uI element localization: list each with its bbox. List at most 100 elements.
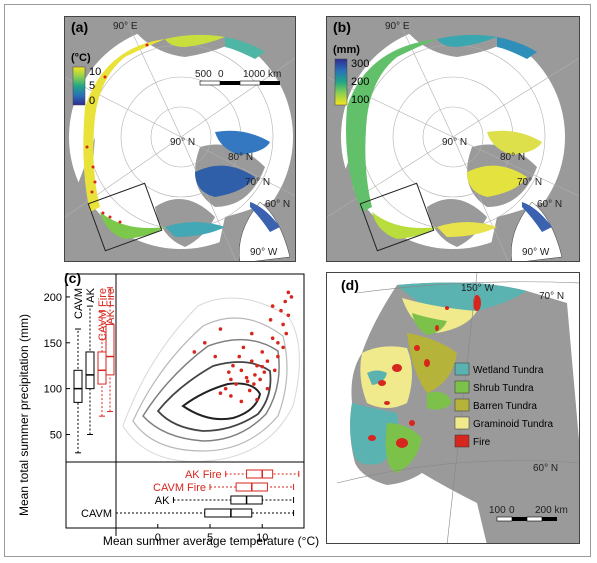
y-tick-label: 50: [50, 429, 62, 441]
lon-label-90w: 90° W: [522, 247, 550, 258]
boxplot-y: AK: [85, 287, 97, 435]
panel-b-label: (b): [333, 19, 351, 35]
boxplot-x: AK: [155, 495, 295, 507]
fire-point: [247, 388, 252, 393]
fire-point: [239, 399, 244, 404]
fire-point: [252, 382, 256, 386]
lat-label: 60° N: [265, 199, 290, 210]
panel-d-legend: Wetland Tundra Shrub Tundra Barren Tundra G…: [454, 362, 553, 448]
panel-b-colorbar: (mm) 300 200 100: [333, 44, 369, 106]
panel-d-scale-bar: 100 0 200 km: [489, 505, 568, 522]
legend-label: Barren Tundra: [473, 401, 537, 412]
boxplot-y: AK Fire: [105, 287, 117, 413]
lon-label-90w: 90° W: [250, 247, 278, 258]
fire-point: [268, 318, 273, 322]
legend-label: Fire: [473, 437, 491, 448]
y-tick-label: 100: [44, 384, 62, 396]
panel-b-map: (mm) 300 200 100 90° E 90° W 90° N 80° N…: [327, 17, 579, 261]
legend-swatch: [454, 416, 470, 430]
fire-point: [276, 354, 280, 359]
panel-c-xlabel: Mean summer average temperature (°C): [102, 534, 320, 548]
panel-b-cb-tick: 200: [351, 76, 369, 88]
x-tick-label: 0: [155, 532, 161, 544]
boxplot-x-label: AK: [155, 495, 170, 507]
y-tick-label: 150: [44, 338, 62, 350]
boxplot-x-label: CAVM Fire: [153, 482, 206, 494]
fire-point: [289, 295, 294, 299]
box: [105, 323, 115, 376]
fire-point: [249, 331, 254, 336]
fire-point: [276, 340, 280, 345]
panel-a-temperature-map: (a): [64, 16, 296, 262]
fire-point: [279, 308, 283, 313]
legend-swatch: [454, 362, 470, 376]
box: [246, 469, 274, 479]
panel-a-cb-tick: 5: [89, 80, 95, 92]
scale-label: 200 km: [535, 505, 568, 516]
fire-point: [262, 370, 267, 374]
panel-c-ylabel: Mean total summer precipitation (mm): [17, 313, 31, 517]
box: [204, 508, 253, 518]
legend-swatch: [454, 434, 470, 448]
figure-frame: [4, 4, 591, 557]
panel-b-cb-tick: 300: [351, 58, 369, 70]
panel-a-cb-tick: 10: [89, 66, 101, 78]
fire-point: [229, 394, 233, 398]
boxplot-x-label: AK Fire: [185, 469, 222, 481]
panel-a-colorbar-unit: (°C): [71, 52, 91, 64]
fire-point: [260, 350, 265, 354]
fire-point: [234, 382, 238, 386]
fire-point: [244, 375, 249, 380]
panel-a-scale-bar: 500 0 1000 km: [195, 69, 281, 86]
boxplot-y-label: AK: [85, 287, 97, 302]
fire-point: [202, 340, 207, 345]
fire-point: [272, 368, 277, 373]
lat-label: 80° N: [500, 152, 525, 163]
fire-point: [223, 386, 228, 391]
fire-point: [227, 370, 231, 374]
legend-label: Shrub Tundra: [473, 383, 534, 394]
panel-b-cb-tick: 100: [351, 94, 369, 106]
fire-point: [270, 336, 275, 340]
legend-label: Wetland Tundra: [473, 365, 544, 376]
boxplot-y: CAVM: [73, 288, 85, 454]
fire-point: [253, 373, 257, 377]
fire-point: [284, 331, 289, 336]
panel-a-label: (a): [71, 19, 89, 35]
fire-point: [281, 345, 285, 350]
boxplot-x-label: CAVM: [81, 508, 112, 520]
boxplot-x: CAVM Fire: [153, 482, 295, 494]
lat-label: 80° N: [228, 152, 253, 163]
scale-label: 0: [509, 505, 515, 516]
box: [97, 351, 107, 385]
panel-b-precipitation-map: (b): [326, 16, 580, 262]
fire-point: [286, 290, 291, 295]
box: [73, 369, 83, 403]
panel-d-label: (d): [341, 277, 359, 293]
fire-point: [231, 363, 235, 368]
scale-label: 100: [489, 505, 506, 516]
fire-point: [192, 350, 197, 354]
fire-point: [229, 377, 233, 382]
legend-swatch: [454, 398, 470, 412]
boxplot-x: AK Fire: [185, 469, 300, 481]
lat-label: 70° N: [517, 177, 542, 188]
fire-point: [241, 345, 246, 350]
fire-point: [213, 354, 218, 359]
y-tick-label: 200: [44, 292, 62, 304]
panel-c-label: (c): [64, 270, 82, 286]
density-contours: [122, 297, 300, 463]
fire-point: [218, 391, 223, 396]
lon-label: 150° W: [461, 283, 494, 294]
lat-label: 90° N: [170, 137, 195, 148]
legend-swatch: [454, 380, 470, 394]
fire-point: [218, 327, 223, 331]
lat-label: 70° N: [245, 177, 270, 188]
fire-point: [286, 313, 291, 318]
panel-d-alaska-map: (d) Wetland Tundra Shrub Tundra Barren Tun…: [326, 272, 580, 544]
lon-label-90e: 90° E: [385, 21, 410, 32]
panel-c-border: [65, 273, 305, 529]
fire-points: [192, 290, 294, 404]
